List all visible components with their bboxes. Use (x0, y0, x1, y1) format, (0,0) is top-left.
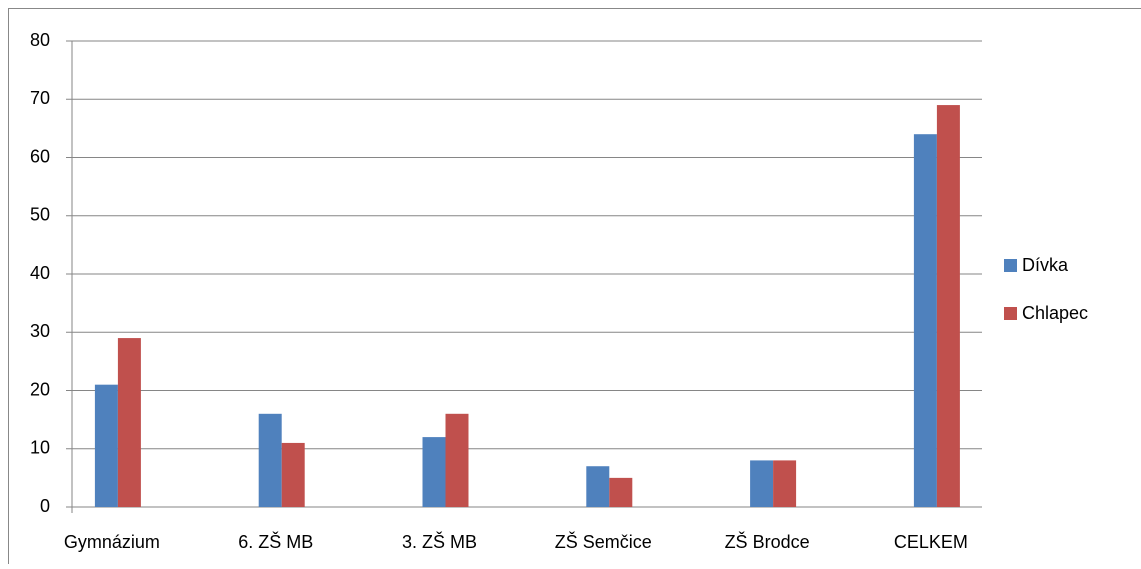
y-tick-label: 20 (30, 379, 50, 399)
x-tick-label: ZŠ Brodce (725, 531, 810, 552)
legend-label: Chlapec (1022, 303, 1088, 323)
bar (773, 460, 796, 507)
legend-label: Dívka (1022, 255, 1069, 275)
y-tick-label: 30 (30, 321, 50, 341)
bar (423, 437, 446, 507)
y-tick-label: 40 (30, 263, 50, 283)
bar (586, 466, 609, 507)
bar (259, 414, 282, 507)
bar (118, 338, 141, 507)
x-tick-label: ZŠ Semčice (555, 531, 652, 552)
x-tick-label: CELKEM (894, 532, 968, 552)
bar (914, 134, 937, 507)
y-tick-label: 0 (40, 496, 50, 516)
x-tick-label: Gymnázium (64, 532, 160, 552)
y-tick-label: 50 (30, 205, 50, 225)
y-tick-label: 10 (30, 438, 50, 458)
legend-swatch (1004, 259, 1017, 272)
y-tick-label: 80 (30, 30, 50, 50)
bar (750, 460, 773, 507)
bar (609, 478, 632, 507)
y-tick-label: 60 (30, 146, 50, 166)
y-tick-label: 70 (30, 88, 50, 108)
x-tick-label: 6. ZŠ MB (238, 531, 313, 552)
chart-border (9, 9, 1141, 565)
bar (937, 105, 960, 507)
legend-swatch (1004, 307, 1017, 320)
x-tick-label: 3. ZŠ MB (402, 531, 477, 552)
bar (282, 443, 305, 507)
bar (446, 414, 469, 507)
bar (95, 385, 118, 507)
